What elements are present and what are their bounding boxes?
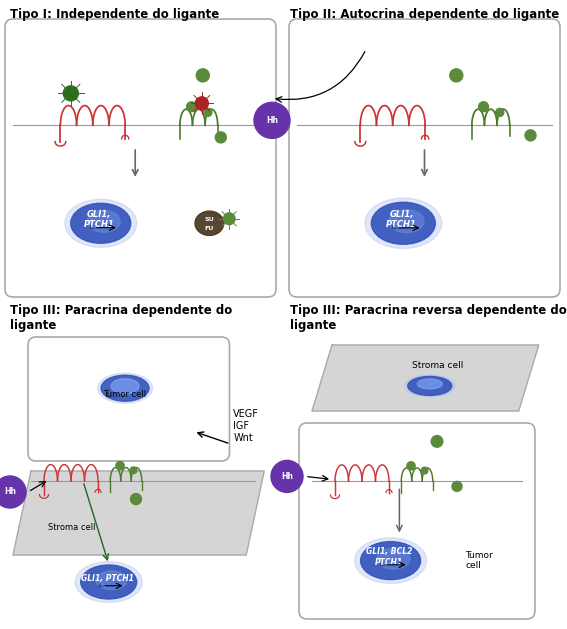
Ellipse shape: [365, 198, 442, 248]
Ellipse shape: [361, 542, 421, 579]
Text: Tumor cell: Tumor cell: [103, 390, 147, 399]
Text: GLI1, PTCH1: GLI1, PTCH1: [81, 574, 134, 584]
Ellipse shape: [371, 203, 435, 244]
Circle shape: [187, 102, 197, 112]
Circle shape: [195, 97, 208, 110]
Circle shape: [271, 460, 303, 493]
Ellipse shape: [81, 565, 137, 599]
Ellipse shape: [96, 571, 127, 589]
Circle shape: [215, 132, 226, 143]
Circle shape: [525, 130, 536, 141]
Circle shape: [254, 103, 290, 138]
Text: Tipo III: Paracrina dependente do: Tipo III: Paracrina dependente do: [10, 304, 232, 317]
Ellipse shape: [377, 548, 410, 569]
Text: GLI1,
PTCH1: GLI1, PTCH1: [84, 210, 115, 230]
Circle shape: [479, 102, 489, 112]
Ellipse shape: [354, 538, 426, 584]
Polygon shape: [312, 345, 539, 411]
Text: ligante: ligante: [10, 319, 56, 332]
Circle shape: [452, 481, 462, 491]
Ellipse shape: [98, 373, 153, 403]
Text: Tipo I: Independente do ligante: Tipo I: Independente do ligante: [10, 8, 219, 21]
Text: SU: SU: [205, 217, 214, 222]
Text: Stroma cell: Stroma cell: [412, 361, 463, 370]
Circle shape: [116, 462, 124, 470]
Circle shape: [431, 436, 443, 447]
Text: Hh: Hh: [266, 116, 278, 125]
Text: GLI1, BCL2
PTCH1: GLI1, BCL2 PTCH1: [366, 547, 412, 567]
Circle shape: [130, 467, 137, 474]
Ellipse shape: [71, 203, 131, 243]
Circle shape: [223, 213, 235, 225]
Circle shape: [0, 476, 26, 508]
Ellipse shape: [405, 375, 455, 397]
Circle shape: [196, 69, 209, 82]
Ellipse shape: [111, 379, 139, 394]
Ellipse shape: [65, 199, 137, 247]
Text: GLI1,
PTCH1: GLI1, PTCH1: [386, 210, 417, 229]
Ellipse shape: [75, 562, 142, 603]
Ellipse shape: [389, 209, 424, 233]
Ellipse shape: [87, 210, 120, 232]
Text: Stroma cell: Stroma cell: [48, 523, 95, 532]
Circle shape: [421, 467, 428, 474]
Text: Tipo III: Paracrina reversa dependente do: Tipo III: Paracrina reversa dependente d…: [290, 304, 567, 317]
Circle shape: [496, 108, 504, 116]
Text: VEGF
IGF
Wnt: VEGF IGF Wnt: [233, 409, 259, 443]
Circle shape: [204, 108, 212, 116]
Ellipse shape: [408, 376, 452, 396]
Ellipse shape: [195, 211, 224, 235]
Text: ligante: ligante: [290, 319, 336, 332]
Circle shape: [450, 69, 463, 82]
Text: Hh: Hh: [4, 487, 16, 496]
Ellipse shape: [101, 376, 149, 401]
Circle shape: [407, 462, 415, 470]
Text: FU: FU: [205, 226, 214, 231]
Text: Tumor
cell: Tumor cell: [466, 551, 493, 571]
Polygon shape: [13, 471, 264, 555]
Ellipse shape: [417, 379, 442, 389]
Circle shape: [130, 494, 142, 504]
Text: Hh: Hh: [281, 472, 293, 481]
Circle shape: [64, 86, 78, 101]
Text: Tipo II: Autocrina dependente do ligante: Tipo II: Autocrina dependente do ligante: [290, 8, 559, 21]
